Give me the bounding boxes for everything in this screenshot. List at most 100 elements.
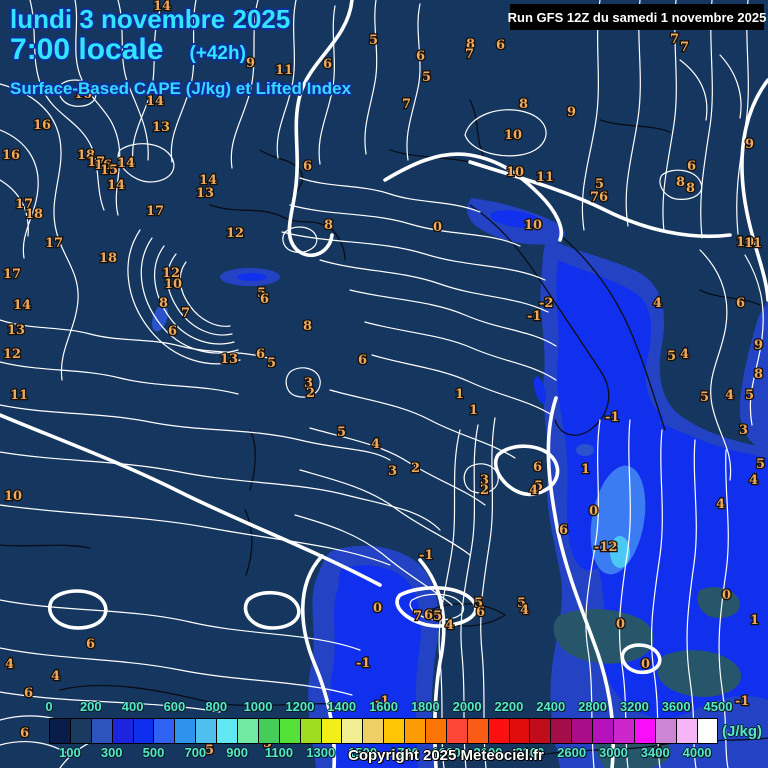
lifted-index-label: 11 xyxy=(275,63,293,78)
lifted-index-label: 4 xyxy=(749,473,758,488)
lifted-index-label: 10 xyxy=(4,489,22,504)
lifted-index-label: 5 xyxy=(422,70,431,85)
lifted-index-label: 10 xyxy=(506,165,524,180)
scale-swatch-2000 xyxy=(466,718,488,744)
lifted-index-label: 6 xyxy=(424,608,433,623)
scale-tick-1200: 1200 xyxy=(285,699,315,714)
lifted-index-label: 7 xyxy=(680,40,689,55)
scale-swatch-1700 xyxy=(404,718,426,744)
scale-swatch-200 xyxy=(90,718,112,744)
scale-tick-2100: 2100 xyxy=(473,745,503,760)
lifted-index-label: 8 xyxy=(466,37,475,52)
scale-swatch-3600 xyxy=(675,718,697,744)
scale-tick-400: 400 xyxy=(121,699,144,714)
scale-swatch-4000 xyxy=(696,718,718,744)
lifted-index-label: 0 xyxy=(616,617,625,632)
parameter-subtitle: Surface-Based CAPE (J/kg) et Lifted Inde… xyxy=(10,79,352,98)
scale-tick-3200: 3200 xyxy=(619,699,649,714)
lifted-index-label: 9 xyxy=(754,338,763,353)
lifted-index-label: 4 xyxy=(529,483,538,498)
run-info-box: Run GFS 12Z du samedi 1 novembre 2025 xyxy=(508,4,766,30)
lifted-index-label: 4 xyxy=(5,657,14,672)
lifted-index-label: 6 xyxy=(736,296,745,311)
cape-region-southeast xyxy=(540,238,768,768)
lifted-index-label: 0 xyxy=(589,504,598,519)
scale-tick-2400: 2400 xyxy=(536,699,566,714)
lifted-index-label: 7 xyxy=(465,47,474,62)
lifted-index-label: 5 xyxy=(756,457,765,472)
scale-swatch-1500 xyxy=(362,718,384,744)
lifted-index-label: 4 xyxy=(371,437,380,452)
lifted-index-label: 5 xyxy=(474,596,483,611)
lifted-index-label: 18 xyxy=(99,251,117,266)
date-title: lundi 3 novembre 2025 xyxy=(10,4,291,34)
lifted-index-label: 16 xyxy=(74,87,92,102)
lifted-index-label: -1 xyxy=(527,309,541,324)
lifted-index-label: 5 xyxy=(534,479,543,494)
lifted-index-label: 5 xyxy=(667,349,676,364)
scale-swatch-2800 xyxy=(592,718,614,744)
lifted-index-label: -1 xyxy=(375,694,389,709)
lifted-index-label: -1 xyxy=(605,410,619,425)
lifted-index-label: 10 xyxy=(736,235,754,250)
lifted-index-label: -2 xyxy=(539,296,553,311)
lifted-index-label: 6 xyxy=(687,159,696,174)
scale-swatch-700 xyxy=(195,718,217,744)
lifted-index-label: 13 xyxy=(7,323,25,338)
scale-tick-1700: 1700 xyxy=(389,745,419,760)
scale-tick-800: 800 xyxy=(205,699,228,714)
scale-tick-3400: 3400 xyxy=(640,745,670,760)
lifted-index-label: 15 xyxy=(100,163,118,178)
lifted-index-label: 16 xyxy=(2,148,20,163)
lifted-index-label: 12 xyxy=(226,226,244,241)
lifted-index-label: 17 xyxy=(45,236,63,251)
lifted-index-label: 6 xyxy=(416,49,425,64)
scale-swatch-900 xyxy=(237,718,258,744)
coastlines xyxy=(0,99,768,756)
lifted-index-label: 4 xyxy=(51,669,60,684)
scale-swatch-0 xyxy=(49,718,70,744)
scale-swatch-2100 xyxy=(487,718,509,744)
scale-tick-1100: 1100 xyxy=(264,745,294,760)
lifted-index-label: 0 xyxy=(373,601,382,616)
lifted-index-label: 4 xyxy=(716,497,725,512)
scale-tick-0: 0 xyxy=(45,699,53,714)
lifted-index-label: 0 xyxy=(722,588,731,603)
lifted-index-label: 8 xyxy=(159,296,168,311)
lifted-index-label: 3 xyxy=(480,473,489,488)
lifted-index-label: 3 xyxy=(739,423,748,438)
scale-tick-1800: 1800 xyxy=(410,699,440,714)
scale-swatch-3200 xyxy=(633,718,655,744)
forecast-offset: (+42h) xyxy=(189,43,246,64)
lifted-index-label: 6 xyxy=(86,637,95,652)
lifted-index-label: 4 xyxy=(680,347,689,362)
lifted-index-label: 5 xyxy=(337,425,346,440)
scale-swatch-2400 xyxy=(550,718,572,744)
lifted-index-label: 6 xyxy=(559,523,568,538)
lifted-index-label: 11 xyxy=(236,9,254,24)
lifted-index-label: 6 xyxy=(358,353,367,368)
scale-swatch-1000 xyxy=(257,718,279,744)
lifted-index-label: 8 xyxy=(754,367,763,382)
lifted-index-label: 0 xyxy=(641,657,650,672)
lifted-index-label: 6 xyxy=(476,605,485,620)
copyright-text: Copyright 2025 Meteociel.fr xyxy=(348,747,544,764)
scale-tick-200: 200 xyxy=(79,699,102,714)
lifted-index-label: 5 xyxy=(267,356,276,371)
lifted-index-label: -1 xyxy=(419,548,433,563)
scale-swatch-1100 xyxy=(278,718,300,744)
lifted-index-label: 1 xyxy=(581,462,590,477)
lifted-index-label: 5 xyxy=(595,177,604,192)
lifted-index-label: 6 xyxy=(256,347,265,362)
lifted-index-label: 10 xyxy=(504,128,522,143)
header: lundi 3 novembre 2025 7:00 locale (+42h)… xyxy=(10,4,351,99)
lifted-index-label: 14 xyxy=(146,94,164,109)
lifted-index-label: 8 xyxy=(676,175,685,190)
lifted-index-label: 7 xyxy=(413,609,422,624)
lifted-index-label: 12 xyxy=(3,347,21,362)
lifted-index-label: -1 xyxy=(356,656,370,671)
lifted-index-label: 0 xyxy=(433,220,442,235)
lifted-index-label: 6 xyxy=(168,324,177,339)
lifted-index-label: 6 xyxy=(496,38,505,53)
